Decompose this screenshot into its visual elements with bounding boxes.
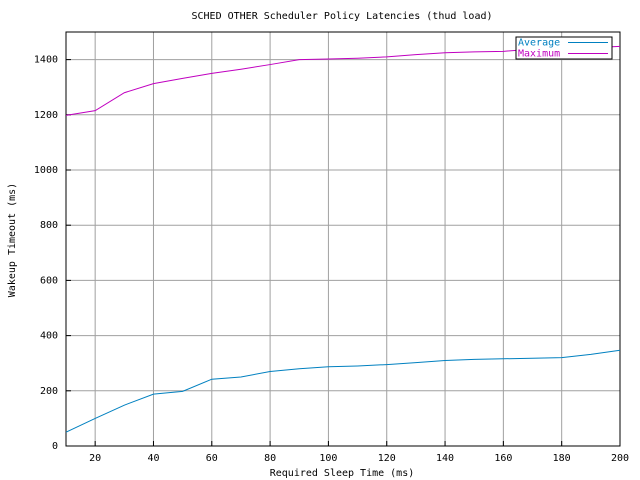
x-tick-label: 180 (553, 453, 571, 464)
y-tick-label: 1000 (34, 165, 58, 176)
y-axis-label: Wakeup Timeout (ms) (7, 183, 18, 297)
y-tick-label: 800 (40, 220, 58, 231)
plot-frame (65, 31, 621, 447)
x-tick-label: 20 (89, 453, 101, 464)
y-tick-label: 400 (40, 331, 58, 342)
x-tick-label: 80 (264, 453, 276, 464)
series-line (65, 349, 621, 433)
x-tick-label: 60 (206, 453, 218, 464)
x-axis-label: Required Sleep Time (ms) (270, 468, 415, 479)
x-tick-label: 100 (319, 453, 337, 464)
x-tick-label: 200 (611, 453, 629, 464)
y-tick-label: 1200 (34, 110, 58, 121)
y-tick-label: 200 (40, 386, 58, 397)
x-tick-label: 40 (147, 453, 159, 464)
y-tick-label: 0 (52, 441, 58, 452)
y-tick-label: 1400 (34, 55, 58, 66)
y-tick-label: 600 (40, 275, 58, 286)
legend-label: Maximum (518, 49, 560, 60)
x-tick-label: 160 (494, 453, 512, 464)
x-tick-label: 140 (436, 453, 454, 464)
x-tick-label: 120 (378, 453, 396, 464)
chart-title: SCHED OTHER Scheduler Policy Latencies (… (191, 11, 492, 22)
legend-label: Average (518, 38, 560, 49)
